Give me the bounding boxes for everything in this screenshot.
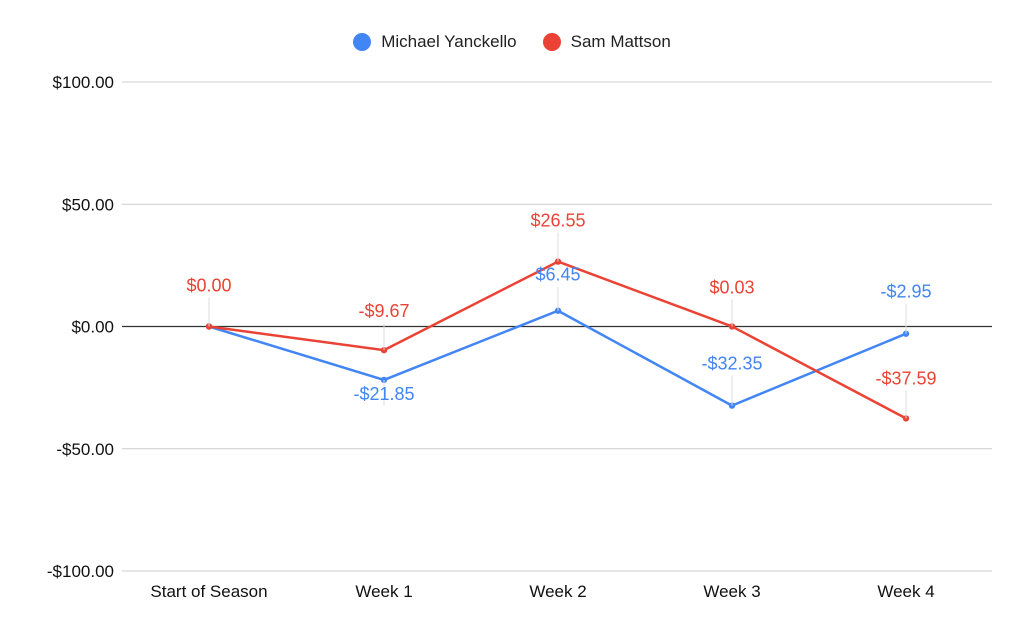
- data-label: $0.03: [709, 277, 754, 297]
- data-label: $26.55: [530, 211, 585, 231]
- y-tick-label: $100.00: [53, 73, 114, 92]
- series-line-michael: [208, 309, 907, 407]
- x-tick-label: Week 1: [355, 582, 412, 601]
- data-label: -$9.67: [358, 301, 409, 321]
- x-tick-label: Week 4: [877, 582, 934, 601]
- data-point: [380, 376, 388, 384]
- x-tick-label: Start of Season: [150, 582, 267, 601]
- legend-swatch-michael: [353, 33, 372, 51]
- legend-item-sam[interactable]: Sam Mattson: [542, 32, 671, 52]
- series-line-sam: [208, 260, 907, 420]
- x-tick-label: Week 2: [529, 582, 586, 601]
- data-label: -$21.85: [353, 384, 414, 404]
- chart-legend: Michael Yanckello Sam Mattson: [0, 28, 1024, 56]
- y-tick-label: -$50.00: [56, 440, 114, 459]
- data-label: $0.00: [186, 276, 231, 296]
- y-tick-label: $0.00: [71, 318, 114, 337]
- x-tick-label: Week 3: [703, 582, 760, 601]
- legend-item-michael[interactable]: Michael Yanckello: [353, 32, 517, 52]
- legend-label-michael: Michael Yanckello: [381, 32, 517, 51]
- legend-swatch-sam: [542, 33, 561, 51]
- legend-label-sam: Sam Mattson: [570, 32, 671, 51]
- y-tick-label: -$100.00: [47, 562, 114, 581]
- data-label: $6.45: [535, 265, 580, 285]
- data-label: -$2.95: [880, 282, 931, 302]
- data-label: -$37.59: [875, 368, 936, 388]
- data-label: -$32.35: [701, 354, 762, 374]
- y-tick-label: $50.00: [62, 195, 114, 214]
